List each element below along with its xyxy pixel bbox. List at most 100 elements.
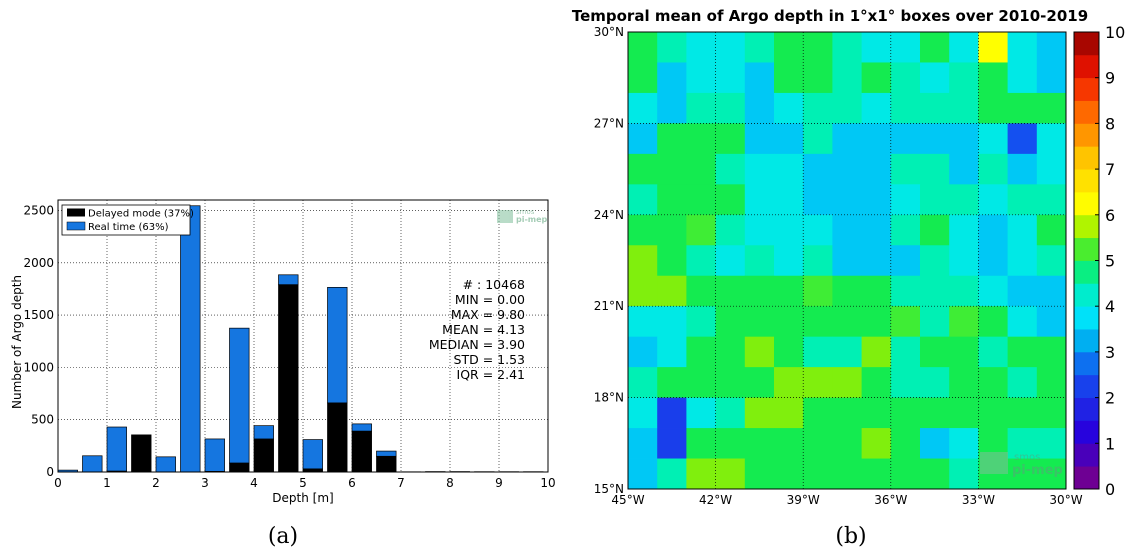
heatmap-cell (686, 306, 716, 338)
heatmap-cell (1036, 123, 1067, 155)
heatmap-cell (1007, 458, 1038, 490)
heatmap-cell (715, 92, 746, 124)
heatmap-cell (803, 428, 833, 459)
histogram-panel: 0 1 2 3 4 5 6 7 8 9 10 0 500 1000 1500 2000 2500 Depth [… (10, 199, 556, 505)
heatmap-cell (715, 214, 746, 246)
heatmap-cell (949, 428, 979, 459)
histogram-bars (57, 205, 544, 473)
heatmap-cell (744, 336, 775, 368)
heatmap-cell (628, 32, 658, 63)
heatmap-cell (832, 275, 862, 307)
heatmap-cell (1007, 62, 1038, 94)
heatmap-cell (978, 367, 1008, 398)
heatmap-cell (686, 92, 716, 124)
heatmap-cell (890, 428, 921, 459)
heatmap-cell (832, 397, 862, 429)
heatmap-cell (949, 184, 979, 216)
x-tick-label: 2 (152, 476, 160, 490)
heatmap-cell (686, 184, 716, 216)
heatmap-cell (1036, 336, 1067, 368)
heatmap-cell (774, 153, 804, 185)
colorbar-segment (1074, 374, 1099, 398)
heatmap-cell (628, 245, 658, 277)
heatmap-cell (949, 367, 979, 398)
heatmap-cell (861, 184, 892, 216)
colorbar-segment (1074, 77, 1099, 101)
bar-real-time (351, 423, 372, 432)
colorbar-segment (1074, 306, 1099, 330)
heatmap-cell (1036, 214, 1067, 246)
heatmap-cell (890, 367, 921, 398)
heatmap-cell (628, 367, 658, 398)
heatmap-cell (978, 62, 1008, 94)
heatmap-cell (657, 306, 687, 338)
x-tick-label: 7 (397, 476, 405, 490)
heatmap-cell (744, 458, 775, 490)
heatmap-cell (774, 62, 804, 94)
heatmap-cell (978, 92, 1008, 124)
lon-tick-label: 45°W (611, 493, 644, 507)
heatmap-cell (832, 32, 862, 63)
stats-line: MEAN = 4.13 (442, 322, 525, 337)
heatmap-cell (1007, 123, 1038, 155)
bar-real-time (253, 425, 274, 440)
svg-text:pi-mep: pi-mep (1012, 463, 1063, 478)
smos-pimep-logo-b: smos pi-mep (980, 452, 1063, 478)
lat-tick-label: 18°N (594, 391, 624, 405)
heatmap-cell (774, 397, 804, 429)
heatmap-cell (949, 397, 979, 429)
heatmap-cell (978, 397, 1008, 429)
heatmap-cell (861, 32, 892, 63)
heatmap-cell (1007, 92, 1038, 124)
heatmap-cell (978, 275, 1008, 307)
colorbar-segment (1074, 54, 1099, 79)
colorbar-segment (1074, 329, 1099, 353)
heatmap-cell (774, 92, 804, 124)
heatmap-cell (686, 275, 716, 307)
colorbar-segment (1074, 397, 1099, 421)
heatmap-cell (657, 92, 687, 124)
heatmap-cell (628, 275, 658, 307)
heatmap-cell (744, 92, 775, 124)
heatmap-cell (744, 184, 775, 216)
heatmap-title: Temporal mean of Argo depth in 1°x1° box… (572, 7, 1088, 25)
heatmap-cell (1007, 214, 1038, 246)
heatmap-cell (1007, 336, 1038, 368)
colorbar-tick-label: 2 (1105, 389, 1115, 408)
legend-label-realtime: Real time (63%) (88, 222, 169, 233)
heatmap-cell (1007, 428, 1038, 459)
colorbar-segment (1074, 420, 1099, 444)
lat-tick-label: 21°N (594, 299, 624, 313)
heatmap-cell (920, 367, 950, 398)
colorbar-segment (1074, 100, 1099, 124)
heatmap-cell (861, 92, 892, 124)
y-tick-label: 2000 (23, 256, 54, 270)
heatmap-cell (890, 397, 921, 429)
heatmap-cell (920, 214, 950, 246)
histogram-grid (57, 200, 549, 473)
heatmap-cell (920, 92, 950, 124)
colorbar-tick-label: 1 (1105, 434, 1115, 453)
colorbar-segment (1074, 123, 1099, 147)
colorbar-segment (1074, 260, 1099, 284)
histogram-frame (57, 199, 549, 473)
heatmap-cell (861, 428, 892, 459)
heatmap-cell (949, 32, 979, 63)
heatmap-cell (890, 153, 921, 185)
lat-tick-label: 24°N (594, 208, 624, 222)
lat-tick-label: 15°N (594, 482, 624, 496)
colorbar-segment (1074, 191, 1099, 216)
heatmap-cell (1007, 306, 1038, 338)
heatmap-cell (1007, 153, 1038, 185)
y-tick-label: 2500 (23, 203, 54, 217)
heatmap-cell (890, 62, 921, 94)
heatmap-cell (715, 123, 746, 155)
lon-tick-label: 33°W (962, 493, 995, 507)
bar-delayed-mode (351, 430, 372, 473)
heatmap-cell (803, 62, 833, 94)
colorbar-segment (1074, 443, 1099, 467)
heatmap-frame (627, 31, 1067, 490)
colorbar-tick-label: 0 (1105, 480, 1115, 499)
stats-line: MIN = 0.00 (455, 292, 525, 307)
